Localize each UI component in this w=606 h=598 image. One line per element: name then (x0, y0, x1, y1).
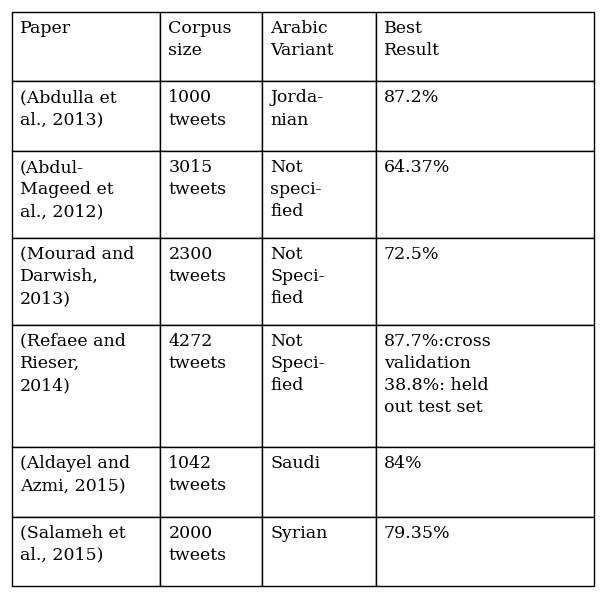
Bar (262, 447, 376, 517)
Text: 87.7%:cross
validation
38.8%: held
out test set: 87.7%:cross validation 38.8%: held out t… (384, 332, 491, 416)
Text: 4272
tweets: 4272 tweets (168, 332, 227, 372)
Bar (161, 325, 262, 447)
Text: 1042
tweets: 1042 tweets (168, 455, 227, 495)
Bar (12, 238, 161, 325)
Text: 79.35%: 79.35% (384, 524, 450, 542)
Bar (161, 81, 262, 151)
Bar (12, 447, 161, 517)
Text: 1000
tweets: 1000 tweets (168, 90, 227, 129)
Text: 2300
tweets: 2300 tweets (168, 246, 227, 285)
Bar (12, 12, 161, 81)
Text: (Abdulla et
al., 2013): (Abdulla et al., 2013) (20, 90, 116, 129)
Bar (376, 12, 594, 81)
Text: Not
Speci-
fied: Not Speci- fied (270, 246, 325, 307)
Text: Syrian: Syrian (270, 524, 328, 542)
Bar (262, 12, 376, 81)
Bar (376, 447, 594, 517)
Text: 72.5%: 72.5% (384, 246, 439, 263)
Text: (Abdul-
Mageed et
al., 2012): (Abdul- Mageed et al., 2012) (20, 159, 114, 220)
Bar (161, 12, 262, 81)
Text: Not
Speci-
fied: Not Speci- fied (270, 332, 325, 394)
Bar (12, 517, 161, 586)
Bar (161, 447, 262, 517)
Bar (376, 517, 594, 586)
Bar (161, 238, 262, 325)
Text: 2000
tweets: 2000 tweets (168, 524, 227, 564)
Text: 3015
tweets: 3015 tweets (168, 159, 227, 198)
Bar (262, 81, 376, 151)
Bar (376, 238, 594, 325)
Text: 87.2%: 87.2% (384, 90, 439, 106)
Text: (Salameh et
al., 2015): (Salameh et al., 2015) (20, 524, 125, 564)
Bar (262, 151, 376, 238)
Text: 64.37%: 64.37% (384, 159, 450, 176)
Bar (12, 81, 161, 151)
Bar (161, 151, 262, 238)
Text: Not
speci-
fied: Not speci- fied (270, 159, 322, 220)
Bar (161, 517, 262, 586)
Text: 84%: 84% (384, 455, 422, 472)
Bar (262, 238, 376, 325)
Bar (12, 325, 161, 447)
Text: Paper: Paper (20, 20, 71, 37)
Text: Jorda-
nian: Jorda- nian (270, 90, 324, 129)
Text: Best
Result: Best Result (384, 20, 440, 59)
Text: Saudi: Saudi (270, 455, 321, 472)
Text: Arabic
Variant: Arabic Variant (270, 20, 334, 59)
Bar (376, 325, 594, 447)
Bar (376, 81, 594, 151)
Bar (262, 325, 376, 447)
Bar (376, 151, 594, 238)
Text: Corpus
size: Corpus size (168, 20, 232, 59)
Bar (262, 517, 376, 586)
Bar (12, 151, 161, 238)
Text: (Aldayel and
Azmi, 2015): (Aldayel and Azmi, 2015) (20, 455, 130, 495)
Text: (Refaee and
Rieser,
2014): (Refaee and Rieser, 2014) (20, 332, 126, 394)
Text: (Mourad and
Darwish,
2013): (Mourad and Darwish, 2013) (20, 246, 135, 307)
